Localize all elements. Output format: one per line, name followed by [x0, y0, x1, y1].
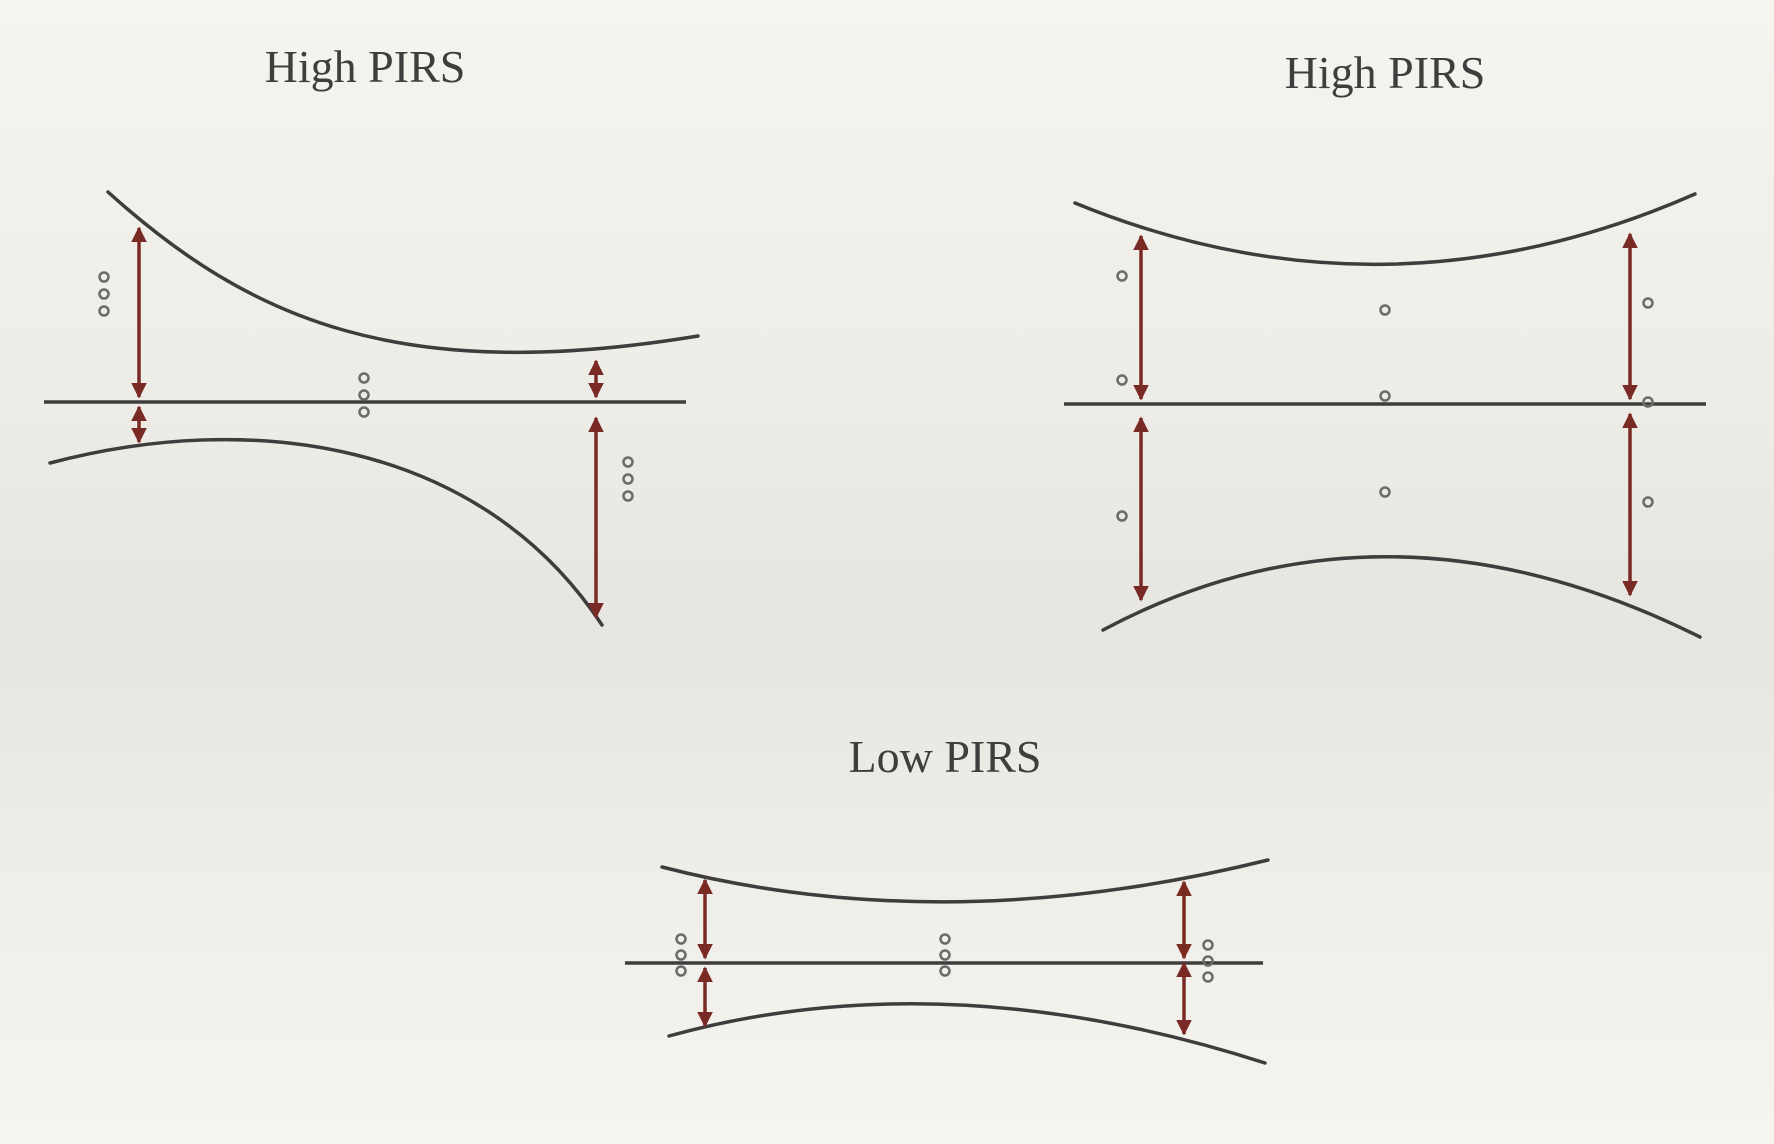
sample-point — [1642, 396, 1654, 408]
sample-point — [358, 389, 370, 401]
sample-point — [1379, 390, 1391, 402]
sample-point — [1202, 971, 1214, 983]
sample-point — [622, 473, 634, 485]
sample-point — [1642, 496, 1654, 508]
sample-point — [1116, 374, 1128, 386]
sample-point — [1202, 939, 1214, 951]
sample-point — [98, 305, 110, 317]
lower-bound-curve — [48, 437, 604, 627]
sample-point — [622, 490, 634, 502]
sample-point — [939, 965, 951, 977]
sample-points — [1116, 270, 1654, 522]
upper-bound-curve — [106, 190, 700, 355]
lower-bound-curve — [1101, 555, 1702, 639]
lower-bound-curve — [667, 1002, 1267, 1065]
panel-top-left — [44, 190, 700, 627]
panel-title-bottom: Low PIRS — [848, 731, 1042, 782]
panel-title-top-right: High PIRS — [1284, 47, 1486, 98]
sample-point — [358, 406, 370, 418]
sample-point — [1202, 955, 1214, 967]
sample-point — [622, 456, 634, 468]
upper-bound-curve — [1073, 192, 1697, 266]
sample-point — [1116, 270, 1128, 282]
sample-point — [939, 933, 951, 945]
upper-bound-curve — [660, 858, 1270, 904]
sample-point — [98, 271, 110, 283]
sample-point — [675, 965, 687, 977]
panel-title-top-left: High PIRS — [264, 41, 466, 92]
sample-point — [98, 288, 110, 300]
sample-point — [1116, 510, 1128, 522]
sample-point — [939, 949, 951, 961]
sample-points — [675, 933, 1214, 983]
sample-point — [675, 933, 687, 945]
sample-point — [1379, 304, 1391, 316]
sample-point — [675, 949, 687, 961]
panel-bottom — [625, 858, 1270, 1065]
sample-point — [358, 372, 370, 384]
sample-points — [98, 271, 634, 502]
panel-top-right — [1064, 192, 1706, 639]
sample-point — [1642, 297, 1654, 309]
sample-point — [1379, 486, 1391, 498]
